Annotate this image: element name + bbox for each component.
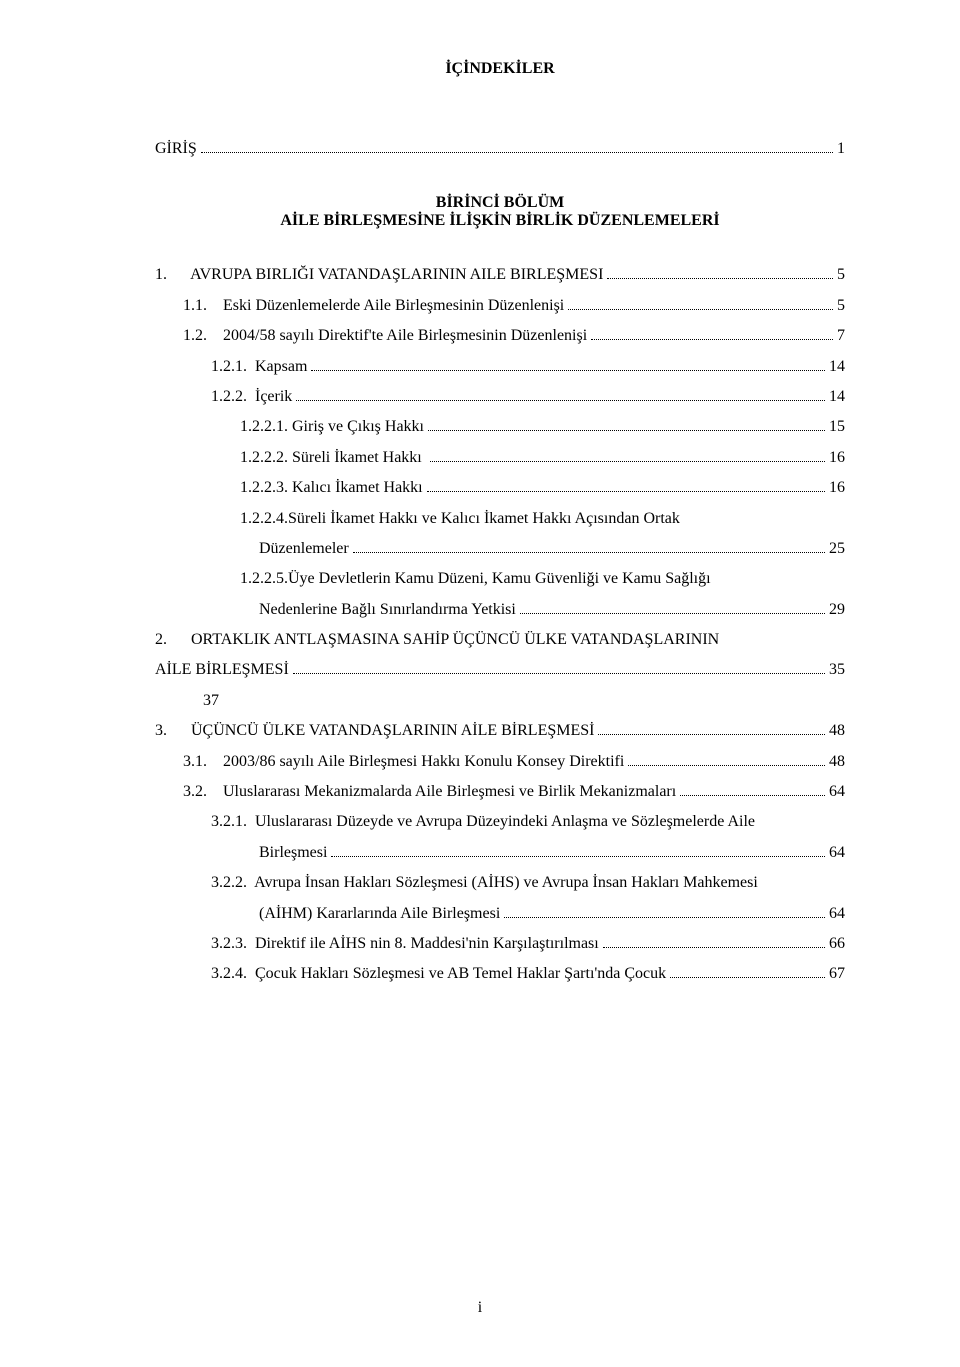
toc-entry: 1.2.1. Kapsam 14	[155, 352, 845, 382]
toc-dots	[598, 734, 825, 735]
toc-dots	[504, 917, 825, 918]
toc-dots	[293, 673, 825, 674]
toc-dots	[353, 552, 825, 553]
toc-label: 3.1. 2003/86 sayılı Aile Birleşmesi Hakk…	[183, 747, 624, 777]
toc-entry: 3.2.2. Avrupa İnsan Hakları Sözleşmesi (…	[155, 868, 845, 898]
toc-entry: 1.2.2.3. Kalıcı İkamet Hakkı 16	[155, 473, 845, 503]
toc-label: 3. ÜÇÜNCÜ ÜLKE VATANDAŞLARININ AİLE BİRL…	[155, 716, 594, 746]
toc-entry: 3.2.4. Çocuk Hakları Sözleşmesi ve AB Te…	[155, 959, 845, 989]
toc-entry: 1. AVRUPA BIRLIĞI VATANDAŞLARININ AILE B…	[155, 260, 845, 290]
toc-label: 3.2.4. Çocuk Hakları Sözleşmesi ve AB Te…	[211, 959, 666, 989]
toc-page: 5	[837, 260, 845, 290]
toc-entry: 2. ORTAKLIK ANTLAŞMASINA SAHİP ÜÇÜNCÜ ÜL…	[155, 625, 845, 655]
toc-page: 16	[829, 473, 845, 503]
toc-dots	[603, 947, 825, 948]
toc-lone-page: 37	[155, 686, 845, 716]
section-heading: BİRİNCİ BÖLÜM	[155, 194, 845, 212]
toc-page: 16	[829, 443, 845, 473]
page: İÇİNDEKİLER GİRİŞ 1 BİRİNCİ BÖLÜM AİLE B…	[0, 0, 960, 1367]
toc-dots	[591, 339, 833, 340]
toc-label: 3.2.3. Direktif ile AİHS nin 8. Maddesi'…	[211, 929, 599, 959]
toc-dots	[670, 977, 825, 978]
toc-entry: 1.2.2.2. Süreli İkamet Hakkı 16	[155, 443, 845, 473]
toc-entry: 1.1. Eski Düzenlemelerde Aile Birleşmesi…	[155, 291, 845, 321]
toc-label: 2. ORTAKLIK ANTLAŞMASINA SAHİP ÜÇÜNCÜ ÜL…	[155, 625, 719, 655]
toc-page: 48	[829, 716, 845, 746]
toc-label: 1.2.2.4.Süreli İkamet Hakkı ve Kalıcı İk…	[240, 504, 680, 534]
toc-entry: 3.1. 2003/86 sayılı Aile Birleşmesi Hakk…	[155, 747, 845, 777]
toc-label: 1.2.2.1. Giriş ve Çıkış Hakkı	[240, 412, 424, 442]
toc-page: 15	[829, 412, 845, 442]
toc-label: 1. AVRUPA BIRLIĞI VATANDAŞLARININ AILE B…	[155, 260, 603, 290]
toc-label: 1.2.1. Kapsam	[211, 352, 307, 382]
toc-entry: 1.2.2.5.Üye Devletlerin Kamu Düzeni, Kam…	[155, 564, 845, 594]
toc-label: 1.2.2.5.Üye Devletlerin Kamu Düzeni, Kam…	[240, 564, 711, 594]
toc-dots	[201, 152, 833, 153]
toc-page: 14	[829, 382, 845, 412]
toc-label: 1.2.2.2. Süreli İkamet Hakkı	[240, 443, 426, 473]
toc-page: 48	[829, 747, 845, 777]
toc-entry-continuation: (AİHM) Kararlarında Aile Birleşmesi 64	[155, 899, 845, 929]
toc-label: AİLE BİRLEŞMESİ	[155, 655, 289, 685]
toc-entry-continuation: AİLE BİRLEŞMESİ 35	[155, 655, 845, 685]
toc-page: 14	[829, 352, 845, 382]
toc-dots	[568, 309, 833, 310]
toc-label: Nedenlerine Bağlı Sınırlandırma Yetkisi	[259, 595, 516, 625]
toc-dots	[680, 795, 825, 796]
toc-label: 3.2.1. Uluslararası Düzeyde ve Avrupa Dü…	[211, 807, 755, 837]
toc-page: 29	[829, 595, 845, 625]
section-sub: AİLE BİRLEŞMESİNE İLİŞKİN BİRLİK DÜZENLE…	[155, 212, 845, 230]
toc-dots	[331, 856, 825, 857]
toc-entry: 3.2.3. Direktif ile AİHS nin 8. Maddesi'…	[155, 929, 845, 959]
toc-page: 67	[829, 959, 845, 989]
toc-entry: 3.2. Uluslararası Mekanizmalarda Aile Bi…	[155, 777, 845, 807]
toc-entry-giris: GİRİŞ 1	[155, 134, 845, 164]
toc-page: 1	[837, 134, 845, 164]
toc-entry-continuation: Nedenlerine Bağlı Sınırlandırma Yetkisi …	[155, 595, 845, 625]
toc-entry: 3. ÜÇÜNCÜ ÜLKE VATANDAŞLARININ AİLE BİRL…	[155, 716, 845, 746]
toc-page: 5	[837, 291, 845, 321]
toc-entry-continuation: Düzenlemeler 25	[155, 534, 845, 564]
toc-dots	[607, 278, 833, 279]
toc-page: 64	[829, 899, 845, 929]
toc-entry-continuation: Birleşmesi 64	[155, 838, 845, 868]
toc-label: Düzenlemeler	[259, 534, 349, 564]
toc-title: İÇİNDEKİLER	[155, 60, 845, 78]
toc-dots	[628, 765, 825, 766]
toc-page: 25	[829, 534, 845, 564]
toc-label: 1.2. 2004/58 sayılı Direktif'te Aile Bir…	[183, 321, 587, 351]
toc-dots	[430, 461, 825, 462]
toc-label: GİRİŞ	[155, 134, 197, 164]
toc-page: 64	[829, 838, 845, 868]
toc-page: 7	[837, 321, 845, 351]
toc-page: 35	[829, 655, 845, 685]
toc-entry: 1.2.2.1. Giriş ve Çıkış Hakkı 15	[155, 412, 845, 442]
toc-dots	[427, 491, 825, 492]
toc-label: 1.1. Eski Düzenlemelerde Aile Birleşmesi…	[183, 291, 564, 321]
toc-label: 3.2. Uluslararası Mekanizmalarda Aile Bi…	[183, 777, 676, 807]
toc-label: 1.2.2. İçerik	[211, 382, 292, 412]
toc-entry: 3.2.1. Uluslararası Düzeyde ve Avrupa Dü…	[155, 807, 845, 837]
toc-label: Birleşmesi	[259, 838, 327, 868]
toc-dots	[520, 613, 825, 614]
toc-dots	[296, 400, 825, 401]
footer-page-number: i	[0, 1299, 960, 1317]
toc-label: (AİHM) Kararlarında Aile Birleşmesi	[259, 899, 500, 929]
toc-entry: 1.2. 2004/58 sayılı Direktif'te Aile Bir…	[155, 321, 845, 351]
toc-page: 66	[829, 929, 845, 959]
toc-page: 64	[829, 777, 845, 807]
toc-dots	[428, 430, 825, 431]
toc-entry: 1.2.2. İçerik 14	[155, 382, 845, 412]
toc-label: 1.2.2.3. Kalıcı İkamet Hakkı	[240, 473, 423, 503]
toc-label: 3.2.2. Avrupa İnsan Hakları Sözleşmesi (…	[211, 868, 758, 898]
toc-entry: 1.2.2.4.Süreli İkamet Hakkı ve Kalıcı İk…	[155, 504, 845, 534]
toc-dots	[311, 370, 825, 371]
